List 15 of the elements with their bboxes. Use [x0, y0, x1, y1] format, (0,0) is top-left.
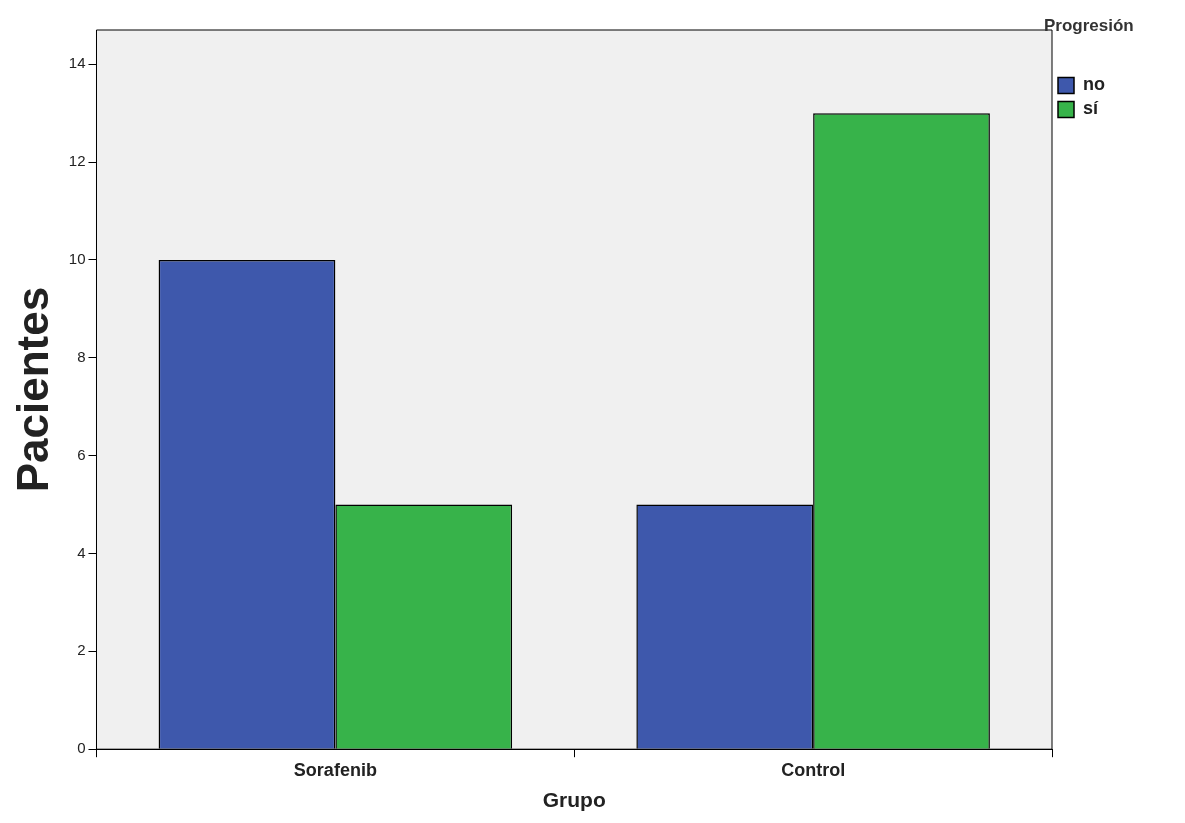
x-axis-title: Grupo [542, 788, 606, 812]
y-tick-label: 6 [77, 445, 86, 463]
legend-label: sí [1083, 98, 1100, 119]
y-tick-label: 10 [68, 250, 86, 268]
y-tick-label: 8 [77, 347, 86, 365]
y-tick-label: 4 [77, 543, 86, 561]
y-tick-label: 2 [77, 641, 86, 659]
legend-title: Progresión [1044, 16, 1134, 36]
y-tick-label: 12 [68, 152, 86, 170]
y-axis-title: Pacientes [7, 286, 57, 493]
legend-label: no [1083, 74, 1106, 95]
x-tick-label: Sorafenib [293, 759, 377, 780]
y-tick-label: 14 [68, 54, 86, 72]
x-tick-label: Control [781, 759, 846, 780]
y-tick-label: 0 [77, 739, 86, 757]
